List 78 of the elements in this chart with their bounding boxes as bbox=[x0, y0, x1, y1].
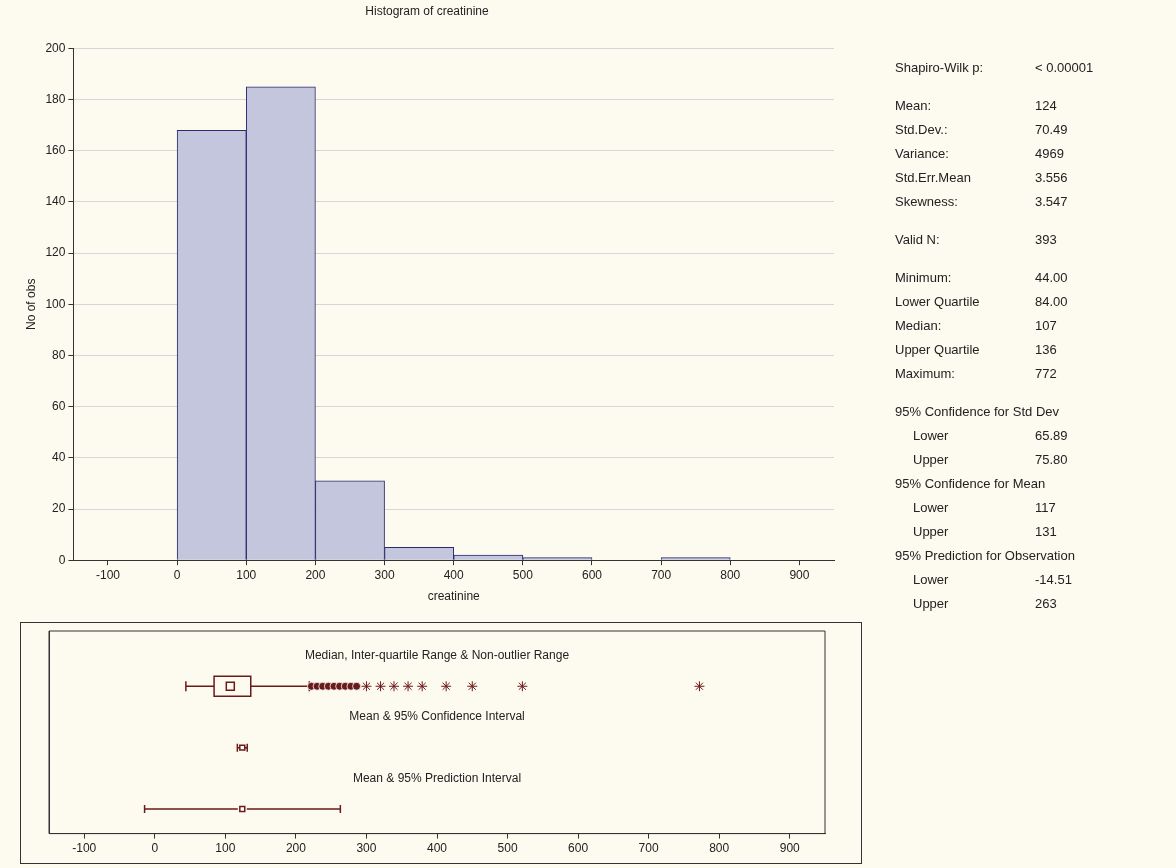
text: Upper bbox=[912, 452, 950, 467]
x-tick-label: 800 bbox=[709, 841, 730, 856]
y-tick-label: 80 bbox=[52, 347, 66, 362]
text: Std.Dev.: bbox=[895, 122, 949, 137]
x-tick-label: 600 bbox=[568, 841, 589, 856]
text: Skewness: bbox=[895, 194, 959, 209]
text: Minimum: bbox=[895, 270, 953, 285]
y-tick-label: 160 bbox=[45, 143, 66, 158]
x-tick-label: 200 bbox=[285, 841, 307, 856]
text: 84.00 bbox=[1035, 294, 1069, 309]
text: Upper bbox=[912, 596, 950, 611]
text: Lower bbox=[912, 572, 950, 587]
x-tick-label: 300 bbox=[356, 841, 377, 856]
x-tick-label: 600 bbox=[581, 567, 603, 582]
text: 4969 bbox=[1035, 146, 1065, 161]
y-axis-title: No of obs bbox=[23, 278, 38, 330]
text: Upper bbox=[912, 524, 950, 539]
text: 3.547 bbox=[1035, 194, 1069, 209]
y-tick-label: 60 bbox=[52, 398, 66, 413]
text: Lower Quartile bbox=[895, 294, 981, 309]
x-tick-label: 400 bbox=[443, 567, 465, 582]
x-tick-label: 0 bbox=[173, 567, 181, 582]
y-tick-label: Mean & 95% Prediction Interval bbox=[352, 770, 522, 785]
x-tick-label: 500 bbox=[497, 841, 518, 856]
text: Maximum: bbox=[895, 366, 956, 381]
text: 44.00 bbox=[1035, 270, 1069, 285]
x-tick-label: 200 bbox=[305, 567, 326, 582]
x-tick-label: 700 bbox=[638, 841, 659, 856]
text: 95% Confidence for Std Dev bbox=[895, 404, 1061, 419]
x-tick-label: 900 bbox=[789, 567, 810, 582]
text: 136 bbox=[1035, 342, 1058, 357]
x-tick-label: 0 bbox=[151, 841, 159, 856]
text: 124 bbox=[1035, 98, 1058, 113]
text: Shapiro-Wilk p: bbox=[895, 60, 985, 75]
x-tick-label: 100 bbox=[236, 567, 257, 582]
y-tick-label: 20 bbox=[52, 501, 66, 516]
y-tick-label: 0 bbox=[58, 552, 66, 567]
x-tick-label: 300 bbox=[374, 567, 395, 582]
text: Mean: bbox=[895, 98, 933, 113]
text: 117 bbox=[1035, 500, 1057, 515]
x-tick-label: 800 bbox=[720, 567, 741, 582]
text: Variance: bbox=[895, 146, 950, 161]
text: 95% Prediction for Observation bbox=[895, 548, 1076, 563]
text: 393 bbox=[1035, 232, 1058, 247]
x-tick-label: 400 bbox=[426, 841, 448, 856]
text: 75.80 bbox=[1035, 452, 1069, 467]
y-tick-label: 40 bbox=[52, 450, 66, 465]
x-tick-label: 900 bbox=[779, 841, 801, 856]
text: Median: bbox=[895, 318, 943, 333]
y-tick-label: Mean & 95% Confidence Interval bbox=[349, 709, 525, 724]
y-tick-label: 120 bbox=[45, 245, 66, 260]
text: Upper Quartile bbox=[895, 342, 981, 357]
text: 95% Confidence for Mean bbox=[895, 476, 1047, 491]
y-tick-label: 100 bbox=[45, 296, 66, 311]
x-axis-title: creatinine bbox=[427, 589, 481, 604]
x-tick-label: -100 bbox=[72, 841, 97, 856]
text: 107 bbox=[1035, 318, 1058, 333]
text: 772 bbox=[1035, 366, 1058, 381]
x-tick-label: 500 bbox=[512, 567, 534, 582]
text: -14.51 bbox=[1035, 572, 1073, 587]
x-tick-label: -100 bbox=[95, 567, 121, 582]
y-tick-label: 180 bbox=[45, 91, 66, 106]
chart-title: Histogram of creatinine bbox=[365, 3, 490, 18]
y-tick-label: 140 bbox=[45, 194, 66, 209]
text: 131 bbox=[1035, 524, 1058, 539]
text: 263 bbox=[1035, 596, 1058, 611]
text: Lower bbox=[912, 428, 950, 443]
x-tick-label: 700 bbox=[651, 567, 672, 582]
text: < 0.00001 bbox=[1035, 60, 1095, 75]
text: 65.89 bbox=[1035, 428, 1069, 443]
text: Std.Err.Mean bbox=[895, 170, 972, 185]
x-tick-label: 100 bbox=[215, 841, 236, 856]
y-tick-label: 200 bbox=[45, 40, 66, 55]
text: Lower bbox=[912, 500, 950, 515]
text: 70.49 bbox=[1035, 122, 1069, 137]
text: 3.556 bbox=[1035, 170, 1069, 185]
text: Valid N: bbox=[895, 232, 941, 247]
y-tick-label: Median, Inter-quartile Range & Non-outlier Range bbox=[304, 647, 570, 662]
